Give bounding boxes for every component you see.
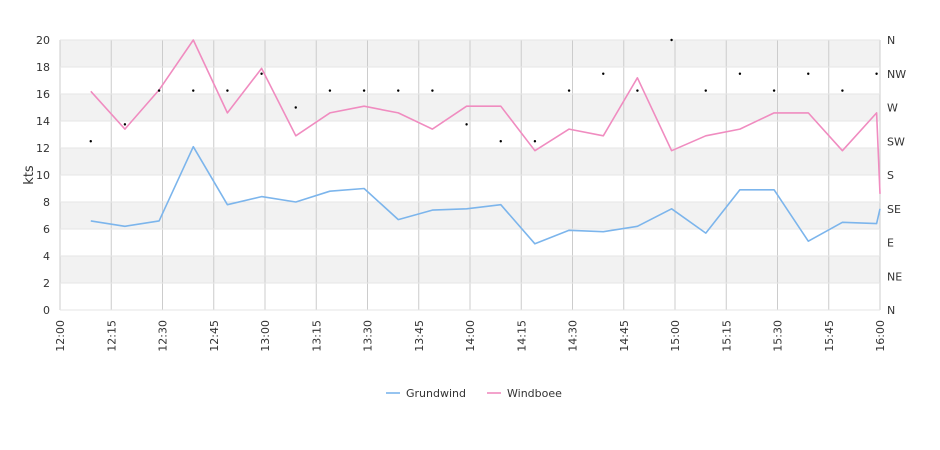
direction-marker [841, 89, 844, 92]
x-tick-label: 13:00 [259, 320, 272, 352]
y-tick-label: 4 [43, 250, 50, 263]
direction-marker [602, 72, 605, 75]
direction-tick-label: NW [887, 68, 906, 81]
x-tick-label: 13:15 [310, 320, 323, 352]
direction-tick-label: E [887, 237, 894, 250]
direction-marker [226, 89, 229, 92]
direction-axis-ticks: N NE E SE S SW W NW N [887, 34, 906, 317]
direction-marker [465, 123, 468, 126]
y-tick-label: 6 [43, 223, 50, 236]
direction-tick-label: NE [887, 270, 902, 283]
direction-tick-label: S [887, 169, 894, 182]
direction-tick-label: SE [887, 203, 901, 216]
x-tick-label: 14:00 [464, 320, 477, 352]
x-tick-label: 14:15 [515, 320, 528, 352]
direction-marker [260, 72, 263, 75]
series-line-windboee [90, 39, 881, 194]
direction-marker [157, 89, 161, 92]
direction-marker [89, 140, 92, 143]
direction-marker [397, 89, 400, 92]
direction-tick-label: N [887, 34, 895, 47]
direction-marker [192, 89, 195, 92]
direction-marker [670, 38, 673, 42]
x-tick-label: 16:00 [874, 320, 887, 352]
y-tick-label: 10 [36, 169, 50, 182]
x-tick-label: 14:45 [618, 320, 631, 352]
direction-marker [499, 140, 502, 143]
direction-tick-label: SW [887, 135, 905, 148]
direction-marker [875, 72, 878, 75]
x-tick-label: 12:15 [105, 320, 118, 352]
x-tick-label: 15:00 [669, 320, 682, 352]
series-lines [90, 39, 881, 245]
legend-item-label: Windboee [507, 387, 562, 400]
direction-marker [294, 106, 297, 109]
y-tick-label: 18 [36, 61, 50, 74]
x-tick-label: 15:15 [720, 320, 733, 352]
x-axis-ticks: 12:00 12:15 12:30 12:45 13:00 13:15 13:30 13:45… [54, 320, 887, 352]
series-line-grundwind [90, 145, 881, 245]
horizontal-gridlines [60, 39, 880, 311]
direction-marker [738, 72, 742, 75]
legend[interactable]: Grundwind Windboee [386, 387, 562, 400]
y-tick-label: 8 [43, 196, 50, 209]
direction-marker [807, 72, 810, 75]
direction-marker [123, 123, 127, 126]
direction-marker [533, 140, 537, 143]
x-tick-label: 14:30 [567, 320, 580, 352]
x-tick-label: 12:30 [157, 320, 170, 352]
direction-tick-label: N [887, 304, 895, 317]
direction-marker [772, 89, 776, 92]
x-tick-label: 15:45 [823, 320, 836, 352]
x-tick-label: 15:30 [772, 320, 785, 352]
direction-marker [567, 89, 571, 92]
x-tick-label: 12:45 [208, 320, 221, 352]
y-tick-label: 2 [43, 277, 50, 290]
y-tick-label: 20 [36, 34, 50, 47]
direction-marker [362, 89, 366, 92]
x-tick-label: 13:30 [362, 320, 375, 352]
x-tick-label: 13:45 [413, 320, 426, 352]
direction-markers [89, 38, 878, 143]
y-axis-ticks: 0 2 4 6 8 10 12 14 16 18 20 [36, 34, 50, 317]
direction-marker [704, 89, 707, 92]
direction-marker [431, 89, 434, 92]
x-tick-label: 12:00 [54, 320, 67, 352]
y-tick-label: 14 [36, 115, 50, 128]
y-tick-label: 16 [36, 88, 50, 101]
y-axis-title: kts [22, 165, 37, 185]
direction-marker [328, 89, 332, 92]
y-tick-label: 0 [43, 304, 50, 317]
direction-marker [636, 89, 639, 92]
y-tick-label: 12 [36, 142, 50, 155]
direction-tick-label: W [887, 102, 898, 115]
legend-item-label: Grundwind [406, 387, 466, 400]
